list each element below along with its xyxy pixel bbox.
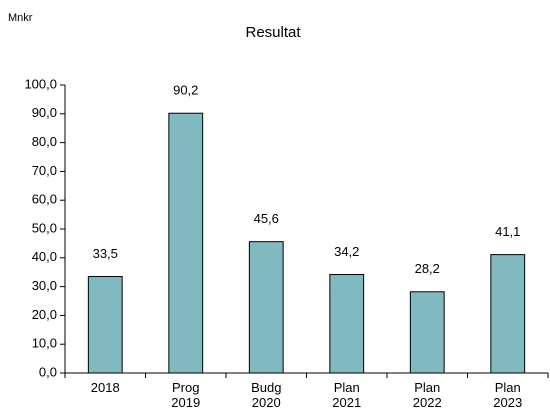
y-tick-label: 100,0 <box>24 76 57 91</box>
bar <box>329 274 365 374</box>
y-tick-label: 60,0 <box>32 192 57 207</box>
y-tick-label: 40,0 <box>32 249 57 264</box>
y-tick-label: 10,0 <box>32 336 57 351</box>
unit-label: Mnkr <box>8 12 33 24</box>
value-label: 90,2 <box>173 83 198 98</box>
x-tick-label: Budg 2020 <box>251 380 281 410</box>
y-tick-label: 20,0 <box>32 307 57 322</box>
x-tick-label: Plan 2022 <box>413 380 442 410</box>
y-tick-label: 70,0 <box>32 163 57 178</box>
y-tick-label: 30,0 <box>32 278 57 293</box>
value-label: 45,6 <box>254 211 279 226</box>
x-tick-label: 2018 <box>91 380 120 395</box>
bar <box>168 112 204 374</box>
bar <box>490 254 526 374</box>
value-label: 28,2 <box>415 261 440 276</box>
value-label: 41,1 <box>495 224 520 239</box>
y-tick-label: 50,0 <box>32 220 57 235</box>
y-tick-label: 90,0 <box>32 105 57 120</box>
bar <box>409 291 445 374</box>
bar <box>248 241 284 374</box>
value-label: 33,5 <box>93 246 118 261</box>
x-tick-label: Prog 2019 <box>171 380 200 410</box>
value-label: 34,2 <box>334 244 359 259</box>
bar <box>87 276 123 374</box>
y-tick-label: 0,0 <box>39 364 57 379</box>
y-tick-label: 80,0 <box>32 134 57 149</box>
chart-title: Resultat <box>245 24 301 41</box>
x-tick-label: Plan 2023 <box>493 380 522 410</box>
x-tick-label: Plan 2021 <box>332 380 361 410</box>
